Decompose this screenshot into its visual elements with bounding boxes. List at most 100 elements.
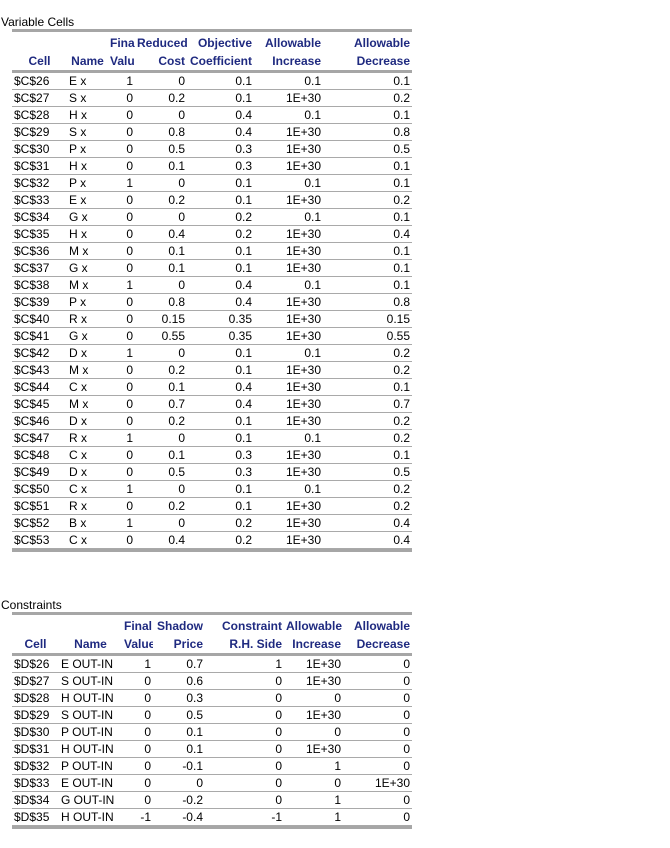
cell-name: H x bbox=[67, 225, 108, 243]
reduced-cost: 0.2 bbox=[135, 191, 187, 209]
objective-coefficient: 0.1 bbox=[187, 259, 254, 277]
reduced-cost: 0.8 bbox=[135, 293, 187, 311]
cell-ref: $D$27 bbox=[12, 672, 59, 690]
final-value: 0 bbox=[108, 463, 135, 481]
allowable-decrease: 0 bbox=[343, 808, 412, 826]
table-row: $C$47 R x 1 0 0.1 0.1 0.2 bbox=[12, 429, 412, 447]
cell-ref: $C$33 bbox=[12, 191, 67, 209]
cell-name: P x bbox=[67, 174, 108, 192]
allowable-decrease: 0 bbox=[343, 740, 412, 758]
reduced-cost: 0 bbox=[135, 429, 187, 447]
objective-coefficient: 0.1 bbox=[187, 71, 254, 90]
allowable-decrease: 0.2 bbox=[323, 344, 412, 362]
final-value: 0 bbox=[108, 242, 135, 260]
reduced-cost: 0 bbox=[135, 514, 187, 532]
constraint-rhs: 0 bbox=[205, 723, 284, 741]
cell-name: E OUT-IN bbox=[59, 774, 122, 792]
cell-ref: $D$28 bbox=[12, 689, 59, 707]
cell-name: D x bbox=[67, 344, 108, 362]
allowable-increase: 1E+30 bbox=[254, 327, 323, 345]
cell-name: G OUT-IN bbox=[59, 791, 122, 809]
reduced-cost: 0.1 bbox=[135, 242, 187, 260]
allowable-increase: 1E+30 bbox=[254, 225, 323, 243]
final-value: 1 bbox=[108, 71, 135, 90]
cell-name: M x bbox=[67, 242, 108, 260]
allowable-increase: 1E+30 bbox=[254, 157, 323, 175]
objective-coefficient: 0.2 bbox=[187, 514, 254, 532]
objective-coefficient: 0.1 bbox=[187, 480, 254, 498]
objective-coefficient: 0.4 bbox=[187, 378, 254, 396]
cell-ref: $C$27 bbox=[12, 89, 67, 107]
final-value: 0 bbox=[108, 310, 135, 328]
objective-coefficient: 0.3 bbox=[187, 463, 254, 481]
table-row: $C$44 C x 0 0.1 0.4 1E+30 0.1 bbox=[12, 378, 412, 396]
ct-h2-inc: Increase bbox=[284, 635, 343, 656]
table-row: $C$49 D x 0 0.5 0.3 1E+30 0.5 bbox=[12, 463, 412, 481]
cell-ref: $C$28 bbox=[12, 106, 67, 124]
allowable-increase: 1E+30 bbox=[284, 706, 343, 724]
cell-name: G x bbox=[67, 208, 108, 226]
cell-ref: $C$51 bbox=[12, 497, 67, 515]
shadow-price: -0.4 bbox=[153, 808, 205, 826]
reduced-cost: 0 bbox=[135, 106, 187, 124]
cell-name: D x bbox=[67, 412, 108, 430]
table-row: $D$31 H OUT-IN 0 0.1 0 1E+30 0 bbox=[12, 740, 412, 758]
allowable-decrease: 0 bbox=[343, 654, 412, 673]
objective-coefficient: 0.35 bbox=[187, 310, 254, 328]
cell-name: C x bbox=[67, 446, 108, 464]
table-row: $C$48 C x 0 0.1 0.3 1E+30 0.1 bbox=[12, 446, 412, 464]
allowable-increase: 1E+30 bbox=[284, 654, 343, 673]
allowable-increase: 1E+30 bbox=[284, 672, 343, 690]
cell-ref: $C$49 bbox=[12, 463, 67, 481]
table-row: $C$27 S x 0 0.2 0.1 1E+30 0.2 bbox=[12, 89, 412, 107]
constraints-table: Final Shadow Constraint Allowable Allowa… bbox=[12, 612, 412, 829]
cell-name: E x bbox=[67, 191, 108, 209]
reduced-cost: 0.1 bbox=[135, 378, 187, 396]
cell-name: G x bbox=[67, 327, 108, 345]
allowable-increase: 1E+30 bbox=[254, 140, 323, 158]
final-value: 0 bbox=[122, 689, 153, 707]
final-value: 0 bbox=[108, 531, 135, 549]
final-value: -1 bbox=[122, 808, 153, 826]
allowable-increase: 1E+30 bbox=[284, 740, 343, 758]
final-value: 0 bbox=[108, 225, 135, 243]
allowable-increase: 1E+30 bbox=[254, 514, 323, 532]
cell-name: G x bbox=[67, 259, 108, 277]
cell-name: R x bbox=[67, 310, 108, 328]
objective-coefficient: 0.4 bbox=[187, 395, 254, 413]
objective-coefficient: 0.1 bbox=[187, 429, 254, 447]
allowable-decrease: 0.8 bbox=[323, 123, 412, 141]
ct-h1-name bbox=[59, 616, 122, 635]
final-value: 0 bbox=[108, 191, 135, 209]
table-row: $D$30 P OUT-IN 0 0.1 0 0 0 bbox=[12, 723, 412, 741]
allowable-increase: 1E+30 bbox=[254, 259, 323, 277]
ct-h1-dec: Allowable bbox=[353, 619, 410, 633]
ct-h2-value: Value bbox=[122, 635, 153, 656]
allowable-decrease: 0 bbox=[343, 706, 412, 724]
allowable-decrease: 0.1 bbox=[323, 71, 412, 90]
shadow-price: 0.5 bbox=[153, 706, 205, 724]
table-row: $D$29 S OUT-IN 0 0.5 0 1E+30 0 bbox=[12, 706, 412, 724]
table-row: $C$42 D x 1 0 0.1 0.1 0.2 bbox=[12, 344, 412, 362]
allowable-increase: 1E+30 bbox=[254, 412, 323, 430]
cell-name: H x bbox=[67, 157, 108, 175]
ct-h2-cell: Cell bbox=[12, 635, 59, 656]
allowable-decrease: 0.15 bbox=[323, 310, 412, 328]
allowable-decrease: 0.5 bbox=[323, 140, 412, 158]
reduced-cost: 0.2 bbox=[135, 361, 187, 379]
cell-name: R x bbox=[67, 497, 108, 515]
objective-coefficient: 0.1 bbox=[187, 242, 254, 260]
allowable-decrease: 0.4 bbox=[323, 225, 412, 243]
final-value: 1 bbox=[108, 174, 135, 192]
cell-ref: $C$45 bbox=[12, 395, 67, 413]
allowable-decrease: 0.1 bbox=[323, 276, 412, 294]
table-row: $D$34 G OUT-IN 0 -0.2 0 1 0 bbox=[12, 791, 412, 809]
final-value: 0 bbox=[108, 123, 135, 141]
final-value: 0 bbox=[108, 259, 135, 277]
allowable-increase: 1E+30 bbox=[254, 191, 323, 209]
table-row: $C$37 G x 0 0.1 0.1 1E+30 0.1 bbox=[12, 259, 412, 277]
allowable-decrease: 0 bbox=[343, 689, 412, 707]
cell-ref: $C$37 bbox=[12, 259, 67, 277]
cell-name: H x bbox=[67, 106, 108, 124]
allowable-decrease: 0.4 bbox=[323, 531, 412, 549]
